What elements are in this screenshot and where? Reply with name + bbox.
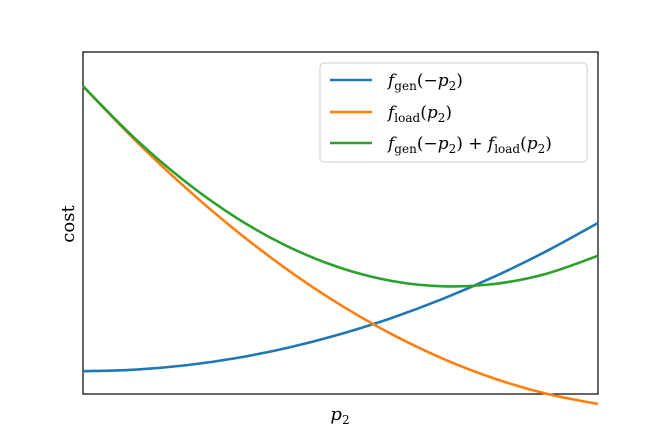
legend-fn: f [386,103,397,123]
legend-paren-2: ( [520,134,527,154]
legend-paren: (− [417,134,438,154]
legend-var-2: p [527,134,538,154]
legend-var: p [427,103,438,123]
legend-paren: ( [420,103,427,123]
series-layer [82,85,599,406]
legend-label-0: fgen(−p2) [386,71,463,93]
legend-var-subscript: 2 [449,79,457,93]
legend-var-subscript: 2 [438,111,446,125]
x-axis-label-subscript: 2 [342,413,350,427]
legend-fn-subscript: load [394,111,420,125]
legend-label-1: fload(p2) [386,103,452,125]
series-line-2 [82,85,599,288]
legend-label-2: fgen(−p2) + fload(p2) [386,134,552,156]
legend-paren-close: ) [445,103,452,123]
x-axis-label: p2 [330,404,349,427]
legend-entries: fgen(−p2)fload(p2)fgen(−p2) + fload(p2) [330,71,552,156]
legend-fn: f [386,71,397,91]
legend-paren-close: ) [456,71,463,91]
y-axis-label: cost [58,205,79,243]
legend-var: p [438,134,449,154]
legend-paren-close: ) + [456,134,488,154]
legend-var: p [438,71,449,91]
legend-fn-subscript: gen [394,79,417,93]
legend-fn-2-subscript: load [494,142,520,156]
series-line-0 [82,221,599,373]
legend-box [319,62,588,163]
legend-fn-subscript: gen [394,142,417,156]
series-line-1 [82,85,599,406]
legend: fgen(−p2)fload(p2)fgen(−p2) + fload(p2) [319,62,588,163]
legend-paren: (− [417,71,438,91]
legend-paren-2-close: ) [545,134,552,154]
legend-var-subscript: 2 [449,142,457,156]
legend-var-2-subscript: 2 [538,142,546,156]
x-axis-label-base: p [330,404,342,425]
legend-fn-2: f [486,134,497,154]
legend-fn: f [386,134,397,154]
